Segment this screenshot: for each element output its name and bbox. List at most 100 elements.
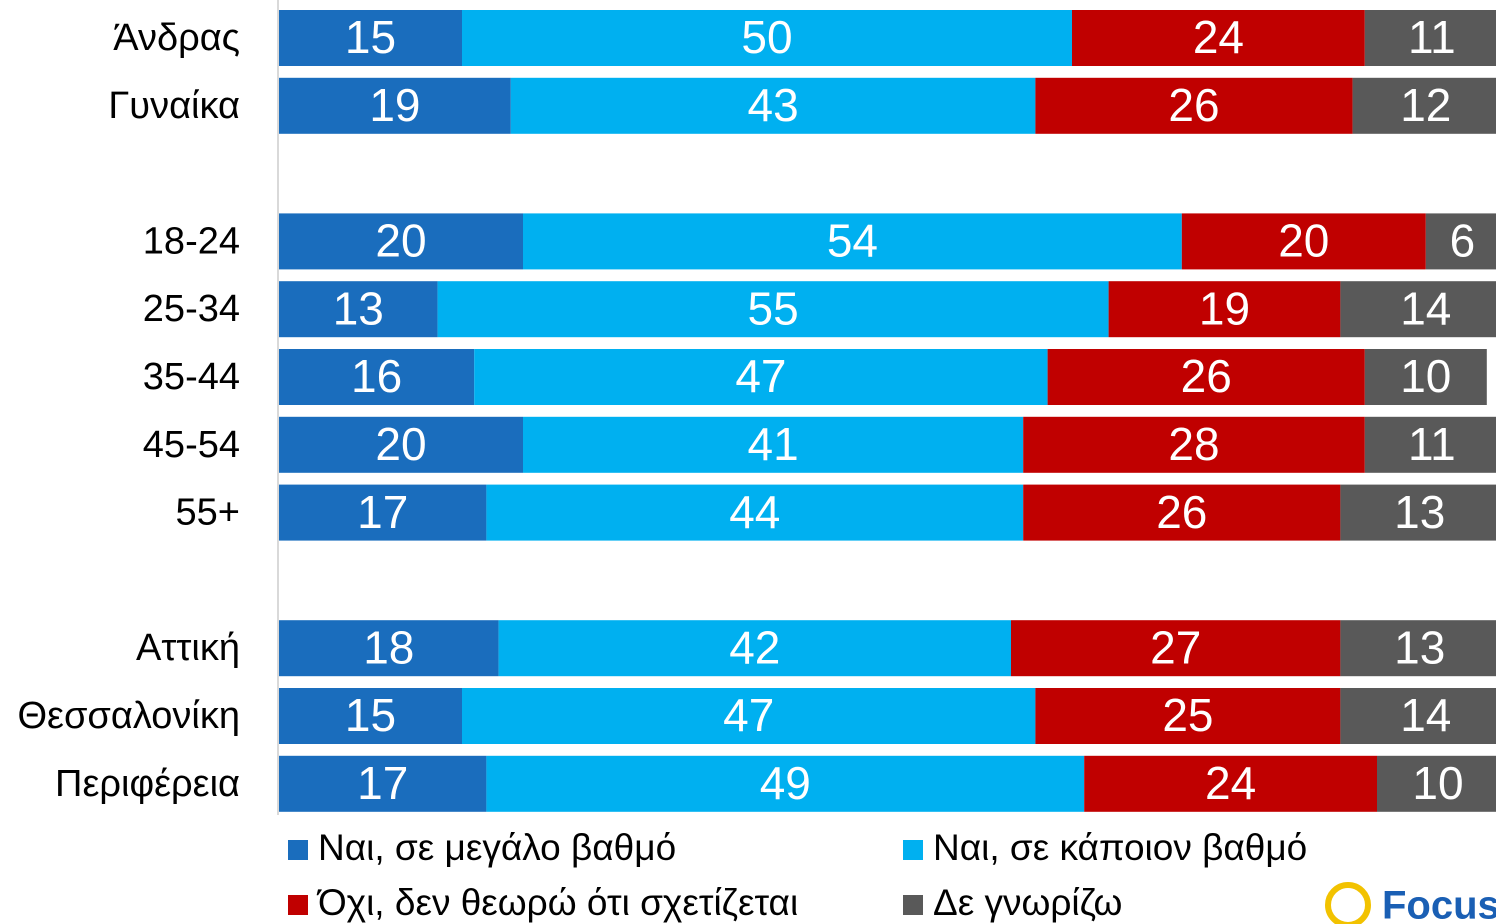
value-label: 15	[345, 11, 396, 63]
value-label: 50	[741, 11, 792, 63]
category-label: 55+	[176, 492, 240, 534]
bar-segment	[1047, 349, 1365, 405]
value-label: 13	[1394, 486, 1445, 538]
value-label: 47	[735, 350, 786, 402]
legend-swatch	[903, 895, 923, 915]
value-label: 26	[1181, 350, 1232, 402]
bar-segment	[1340, 688, 1496, 744]
bar-segment	[1364, 416, 1496, 473]
value-label: 17	[357, 486, 408, 538]
legend-label: Ναι, σε κάποιον βαθμό	[933, 827, 1307, 868]
value-label: 10	[1400, 350, 1451, 402]
category-label: Θεσσαλονίκη	[17, 695, 240, 737]
logo-ring	[1325, 882, 1371, 924]
bar-segment	[474, 349, 1048, 405]
value-label: 26	[1156, 486, 1207, 538]
value-label: 19	[369, 79, 420, 131]
category-label: Αττική	[136, 627, 240, 669]
bar-segment	[1023, 484, 1341, 541]
value-label: 16	[351, 350, 402, 402]
bar-segment	[1340, 484, 1496, 541]
bar-segment	[279, 484, 487, 541]
legend-swatch	[903, 840, 923, 860]
value-label: 14	[1400, 282, 1451, 334]
bar-segment	[1084, 755, 1377, 812]
value-label: 15	[345, 689, 396, 741]
bar-segment	[510, 77, 1036, 134]
category-label: 35-44	[143, 356, 240, 398]
value-label: 47	[723, 689, 774, 741]
legend-label: Ναι, σε μεγάλο βαθμό	[318, 827, 676, 868]
bar-segment	[279, 349, 475, 405]
value-label: 20	[1278, 215, 1329, 267]
bar-segment	[1377, 755, 1496, 812]
bar-segment	[279, 620, 499, 677]
value-label: 54	[827, 215, 878, 267]
category-label: Περιφέρεια	[55, 763, 240, 805]
bar-segment	[462, 10, 1072, 66]
legend-label: Όχι, δεν θεωρώ ότι σχετίζεται	[316, 882, 798, 923]
bar-segment	[1352, 77, 1496, 134]
legend-label: Δε γνωρίζω	[933, 882, 1122, 923]
category-label: Άνδρας	[113, 17, 240, 59]
value-label: 10	[1412, 757, 1463, 809]
value-label: 28	[1168, 418, 1219, 470]
bar-segment	[279, 688, 462, 744]
value-label: 42	[729, 621, 780, 673]
bar-segment	[523, 213, 1182, 270]
bar-segment	[1364, 10, 1496, 66]
bar-segment	[279, 213, 523, 270]
bar-segment	[437, 281, 1109, 338]
value-label: 44	[729, 486, 780, 538]
logo: Focus	[1382, 884, 1496, 924]
category-label: 18-24	[143, 220, 240, 262]
bar-segment	[1425, 213, 1496, 270]
category-label: 25-34	[143, 288, 240, 330]
bar-segment	[1340, 281, 1496, 338]
value-label: 25	[1162, 689, 1213, 741]
value-label: 6	[1450, 215, 1476, 267]
bar-segment	[1035, 77, 1353, 134]
bar-segment	[279, 281, 438, 338]
bar-segment	[279, 416, 523, 473]
bar-segment	[1108, 281, 1341, 338]
bar-segment	[486, 755, 1085, 812]
value-label: 11	[1408, 11, 1456, 63]
value-label: 41	[748, 418, 799, 470]
value-label: 19	[1199, 282, 1250, 334]
value-label: 17	[357, 757, 408, 809]
legend-swatch	[288, 895, 308, 915]
value-label: 11	[1408, 418, 1456, 470]
bar-segment	[498, 620, 1012, 677]
legend-swatch	[288, 840, 308, 860]
value-label: 20	[375, 418, 426, 470]
value-label: 14	[1400, 689, 1451, 741]
value-label: 49	[760, 757, 811, 809]
bar-segment	[1181, 213, 1426, 270]
value-label: 27	[1150, 621, 1201, 673]
bar-segment	[279, 77, 511, 134]
value-label: 13	[333, 282, 384, 334]
bar-segment	[1072, 10, 1365, 66]
bar-segment	[1023, 416, 1365, 473]
bar-segment	[1011, 620, 1341, 677]
bar-segment	[462, 688, 1036, 744]
value-label: 18	[363, 621, 414, 673]
bar-segment	[486, 484, 1024, 541]
bar-segment	[279, 755, 487, 812]
value-label: 12	[1400, 79, 1451, 131]
bar-segment	[1035, 688, 1341, 744]
bar-segment	[523, 416, 1024, 473]
value-label: 43	[748, 79, 799, 131]
category-label: 45-54	[143, 424, 240, 466]
category-label: Γυναίκα	[108, 85, 240, 127]
value-label: 13	[1394, 621, 1445, 673]
value-label: 55	[748, 282, 799, 334]
value-label: 24	[1205, 757, 1256, 809]
bar-segment	[279, 10, 462, 66]
value-label: 20	[375, 215, 426, 267]
bar-segment	[1364, 349, 1487, 405]
bar-segment	[1340, 620, 1496, 677]
value-label: 24	[1193, 11, 1244, 63]
